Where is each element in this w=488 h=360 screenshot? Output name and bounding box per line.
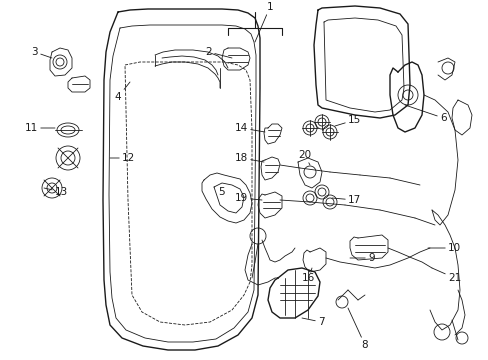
Text: 17: 17 [331,195,361,205]
Text: 1: 1 [254,2,273,42]
Text: 7: 7 [302,317,324,327]
Text: 9: 9 [349,253,374,263]
Text: 21: 21 [431,268,460,283]
Text: 3: 3 [31,47,52,58]
Text: 14: 14 [234,123,264,133]
Text: 12: 12 [110,153,135,163]
Text: 19: 19 [234,193,262,203]
Text: 11: 11 [25,123,55,133]
Text: 6: 6 [404,105,446,123]
Text: 8: 8 [347,308,367,350]
Text: 13: 13 [44,187,68,197]
Text: 5: 5 [218,187,224,197]
Text: 2: 2 [205,47,231,58]
Text: 18: 18 [234,153,264,163]
Text: 15: 15 [334,115,361,126]
Text: 16: 16 [302,268,315,283]
Text: 6: 6 [0,359,1,360]
Text: 4: 4 [115,82,130,102]
Text: 10: 10 [427,243,460,253]
Text: 20: 20 [297,150,310,165]
